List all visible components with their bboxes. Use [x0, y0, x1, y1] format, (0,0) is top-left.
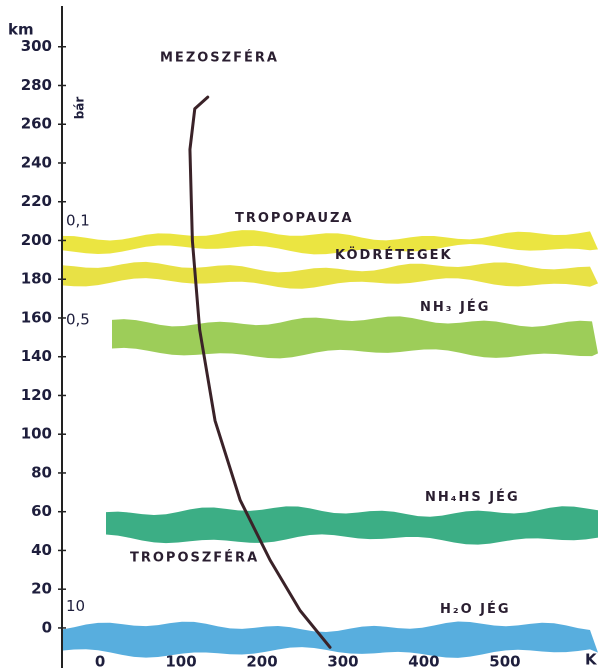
annotation: TROPOSZFÉRA: [130, 550, 259, 566]
layer-band: [62, 262, 598, 289]
layer-label: H₂O JÉG: [440, 601, 511, 617]
y-axis-label: km: [8, 21, 34, 39]
y-tick-label: 0: [42, 618, 52, 636]
x-tick-label: 400: [408, 653, 439, 671]
y-tick-label: 40: [31, 541, 52, 559]
layer-label: TROPOPAUZA: [235, 211, 354, 226]
y-tick-label: 60: [31, 502, 52, 520]
y-tick-label: 280: [21, 76, 52, 94]
layer-label: KÖDRÉTEGEK: [335, 247, 453, 263]
pressure-label: 10: [66, 597, 85, 615]
x-tick-label: 300: [327, 653, 358, 671]
x-tick-label: 100: [165, 653, 196, 671]
y-tick-label: 180: [21, 270, 52, 288]
y-tick-label: 140: [21, 347, 52, 365]
layer-band: [62, 230, 598, 254]
y-tick-label: 120: [21, 386, 52, 404]
y-tick-label: 240: [21, 153, 52, 171]
layer-band: [112, 316, 598, 358]
layers: [62, 230, 598, 658]
y-tick-label: 260: [21, 115, 52, 133]
y-tick-label: 220: [21, 192, 52, 210]
y-tick-label: 300: [21, 37, 52, 55]
y-tick-label: 200: [21, 231, 52, 249]
y-tick-label: 160: [21, 308, 52, 326]
layer-label: NH₄HS JÉG: [425, 489, 520, 505]
layer-band: [106, 506, 598, 544]
y-tick-label: 100: [21, 425, 52, 443]
x-tick-label: 500: [489, 653, 520, 671]
pressure-label: 0,5: [66, 310, 90, 328]
pressure-label: 0,1: [66, 212, 90, 230]
x-tick-label: 200: [246, 653, 277, 671]
x-tick-label: 0: [95, 653, 105, 671]
annotation: MEZOSZFÉRA: [160, 50, 279, 66]
pressure-axis-label: bár: [73, 97, 87, 120]
layer-label: NH₃ JÉG: [420, 299, 490, 315]
x-axis-label: K: [585, 651, 598, 669]
y-tick-label: 80: [31, 463, 52, 481]
y-tick-label: 20: [31, 580, 52, 598]
chart: km K bár MEZOSZFÉRA TROPOSZFÉRA TROPOPAU…: [0, 0, 598, 672]
